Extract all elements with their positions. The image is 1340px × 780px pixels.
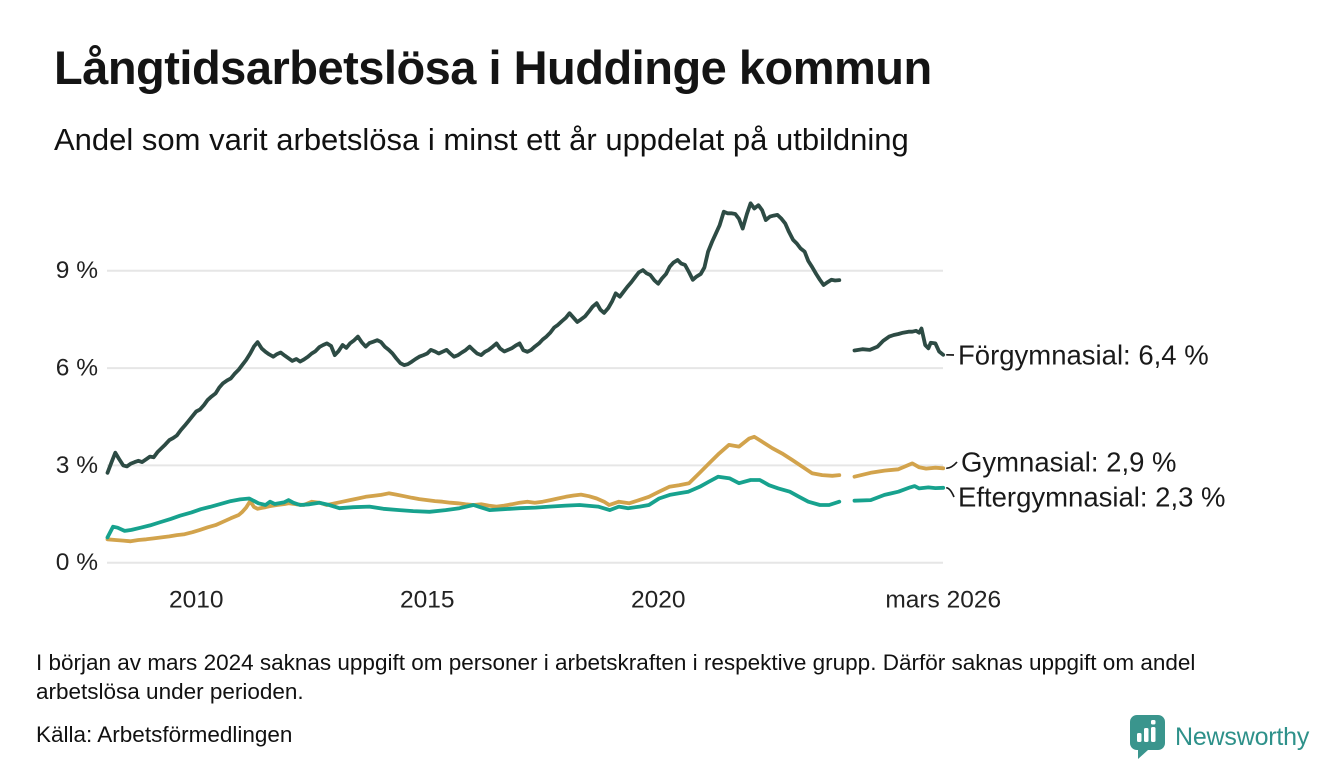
series-line-gymnasial-seg2: [852, 461, 946, 479]
series-line-eftergymnasial-seg1: [105, 474, 842, 540]
series-end-label-forgymnasial: Förgymnasial: 6,4 %: [958, 340, 1209, 371]
chart-footnote: I början av mars 2024 saknas uppgift om …: [36, 650, 1196, 704]
x-tick-label: mars 2026: [885, 587, 1001, 614]
series-end-label-eftergymnasial: Eftergymnasial: 2,3 %: [958, 482, 1225, 513]
y-tick-label: 3 %: [56, 452, 98, 479]
chart-subtitle: Andel som varit arbetslösa i minst ett å…: [54, 122, 909, 157]
brand-name: Newsworthy: [1175, 722, 1310, 751]
y-tick-label: 9 %: [56, 257, 98, 284]
label-connector-gymnasial: [946, 461, 958, 470]
series-line-forgymnasial-seg1: [105, 201, 842, 475]
series-end-label-gymnasial: Gymnasial: 2,9 %: [961, 447, 1177, 478]
y-tick-label: 6 %: [56, 355, 98, 382]
x-tick-label: 2015: [400, 587, 455, 614]
chart-title: Långtidsarbetslösa i Huddinge kommun: [54, 41, 932, 94]
y-tick-label: 0 %: [56, 549, 98, 576]
newsworthy-logo: Newsworthy: [1128, 714, 1309, 760]
label-connector-eftergymnasial: [946, 486, 955, 498]
source-label: Källa: Arbetsförmedlingen: [36, 722, 293, 747]
x-tick-label: 2010: [169, 587, 224, 614]
x-tick-label: 2020: [631, 587, 686, 614]
bar-chart-bubble-icon: [1128, 714, 1166, 760]
series-line-gymnasial-seg1: [105, 434, 842, 544]
series-line-eftergymnasial-seg2: [852, 484, 946, 503]
series-line-forgymnasial-seg2: [852, 326, 946, 357]
